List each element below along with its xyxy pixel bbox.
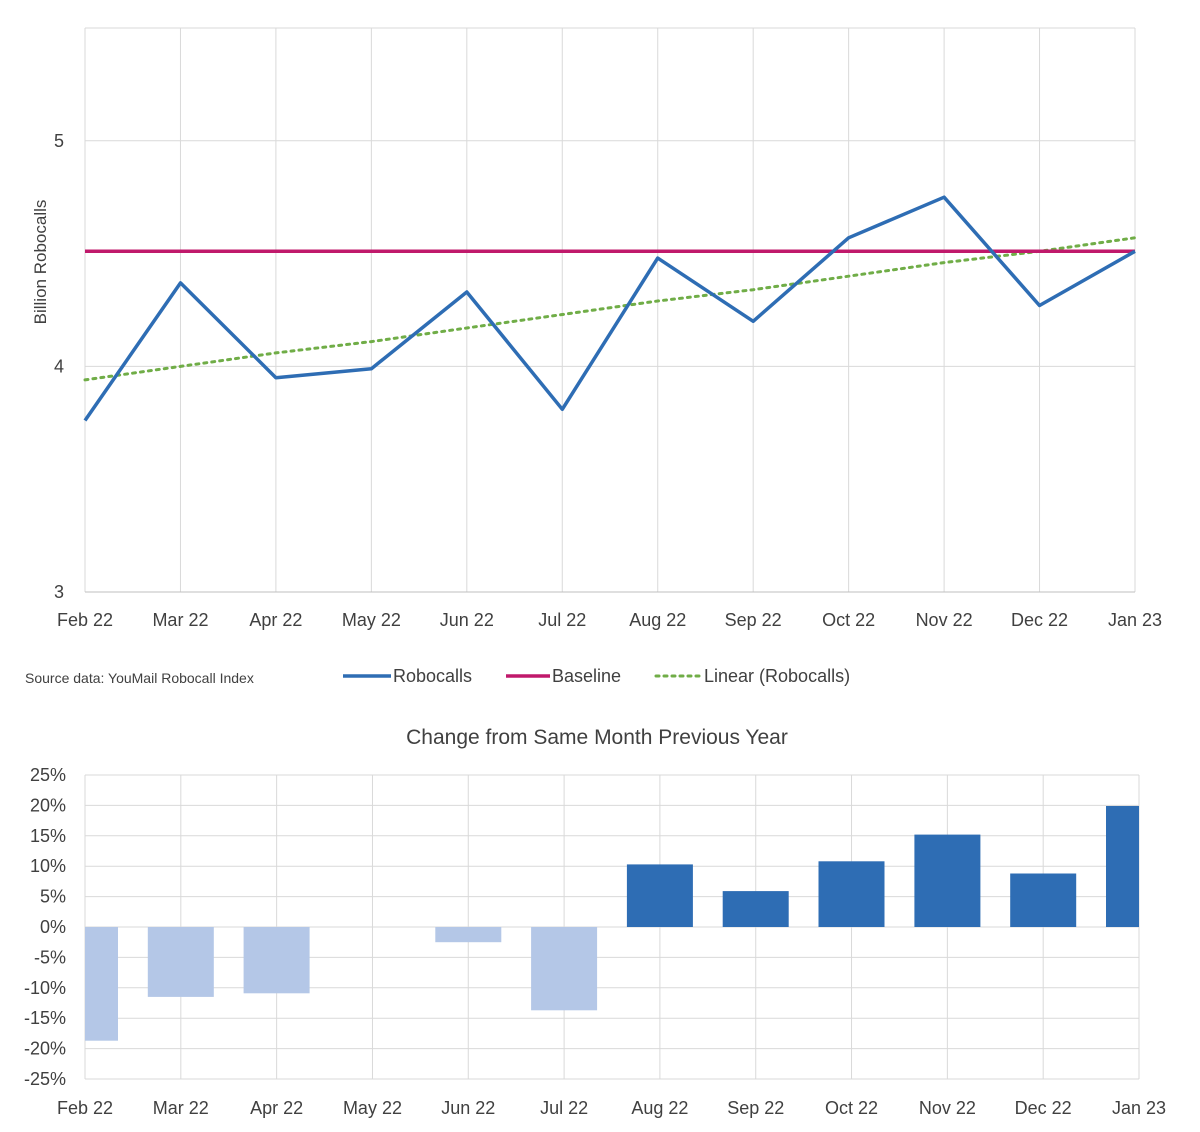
legend-label-robocalls: Robocalls [393,666,472,686]
bar-chart-y-tick-label: -5% [34,947,66,967]
bar-feb-22 [85,927,118,1041]
bar-chart-grid [84,774,1140,1080]
bar-chart-x-tick-label: Sep 22 [727,1098,784,1118]
line-chart-x-tick-label: Mar 22 [152,610,208,630]
line-chart-y-tick-label: 3 [54,582,64,602]
line-chart-x-tick-label: Apr 22 [249,610,302,630]
bar-chart-y-tick-label: 25% [30,765,66,785]
bar-chart-y-tick-label: 10% [30,856,66,876]
bar-mar-22 [147,927,214,997]
bar-chart-x-ticks: Feb 22 Mar 22 Apr 22 May 22 Jun 22 Jul 22 Aug … [57,1098,1166,1118]
bar-dec-22 [1010,873,1077,927]
bar-sep-22 [722,891,789,927]
bar-chart-x-tick-label: May 22 [343,1098,402,1118]
line-chart-y-ticks: 3 4 5 [54,131,64,602]
bar-chart-x-tick-label: Nov 22 [919,1098,976,1118]
bar-chart-x-tick-label: Aug 22 [631,1098,688,1118]
bar-chart-y-tick-label: -25% [24,1069,66,1089]
line-chart-x-tick-label: Nov 22 [916,610,973,630]
bar-chart-y-tick-label: 0% [40,917,66,937]
line-chart-grid [84,27,1136,593]
line-chart-x-tick-label: Feb 22 [57,610,113,630]
bar-chart-title: Change from Same Month Previous Year [406,726,788,749]
line-chart-x-tick-label: Dec 22 [1011,610,1068,630]
legend-label-linear-robocalls: Linear (Robocalls) [704,666,850,686]
legend-label-baseline: Baseline [552,666,621,686]
line-chart-x-tick-label: Sep 22 [725,610,782,630]
source-note: Source data: YouMail Robocall Index [25,670,254,686]
line-chart-x-tick-label: May 22 [342,610,401,630]
bar-jul-22 [531,927,598,1011]
bar-chart-x-tick-label: Jun 22 [441,1098,495,1118]
bar-chart-x-tick-label: Jul 22 [540,1098,588,1118]
line-chart-y-tick-label: 5 [54,131,64,151]
line-chart-series [83,195,1137,422]
line-chart-y-tick-label: 4 [54,356,64,376]
line-chart-x-ticks: Feb 22 Mar 22 Apr 22 May 22 Jun 22 Jul 22 Aug … [57,610,1162,630]
bar-nov-22 [914,834,981,927]
bar-chart-x-tick-label: Dec 22 [1015,1098,1072,1118]
line-chart-x-tick-label: Jul 22 [538,610,586,630]
bar-chart-y-tick-label: -20% [24,1039,66,1059]
bar-jun-22 [435,927,502,943]
bar-chart-x-tick-label: Oct 22 [825,1098,878,1118]
bar-chart-y-tick-label: -10% [24,978,66,998]
line-chart-x-tick-label: Jan 23 [1108,610,1162,630]
bar-chart-y-tick-label: 20% [30,795,66,815]
bar-apr-22 [243,927,310,994]
series-line-robocalls [83,195,1136,422]
bar-chart-y-tick-label: 15% [30,826,66,846]
bar-jan-23 [1106,806,1139,927]
bar-oct-22 [818,861,885,927]
bar-chart-y-tick-label: 5% [40,887,66,907]
bar-chart-x-tick-label: Apr 22 [250,1098,303,1118]
bar-chart-y-ticks: 25% 20% 15% 10% 5% 0% -5% -10% -15% -20% -25% [24,765,66,1089]
bar-chart-x-tick-label: Mar 22 [153,1098,209,1118]
bar-chart-y-tick-label: -15% [24,1008,66,1028]
bar-aug-22 [626,864,693,927]
bar-chart-x-tick-label: Feb 22 [57,1098,113,1118]
line-chart-x-tick-label: Aug 22 [629,610,686,630]
line-chart-x-tick-label: Jun 22 [440,610,494,630]
bar-chart-x-tick-label: Jan 23 [1112,1098,1166,1118]
line-chart-x-tick-label: Oct 22 [822,610,875,630]
line-chart-y-axis-title: Billion Robocalls [31,200,50,325]
line-chart-legend: Robocalls Baseline Linear (Robocalls) [343,666,850,686]
bar-chart-bars [85,806,1139,1041]
series-line-linear-robocalls [83,236,1137,382]
